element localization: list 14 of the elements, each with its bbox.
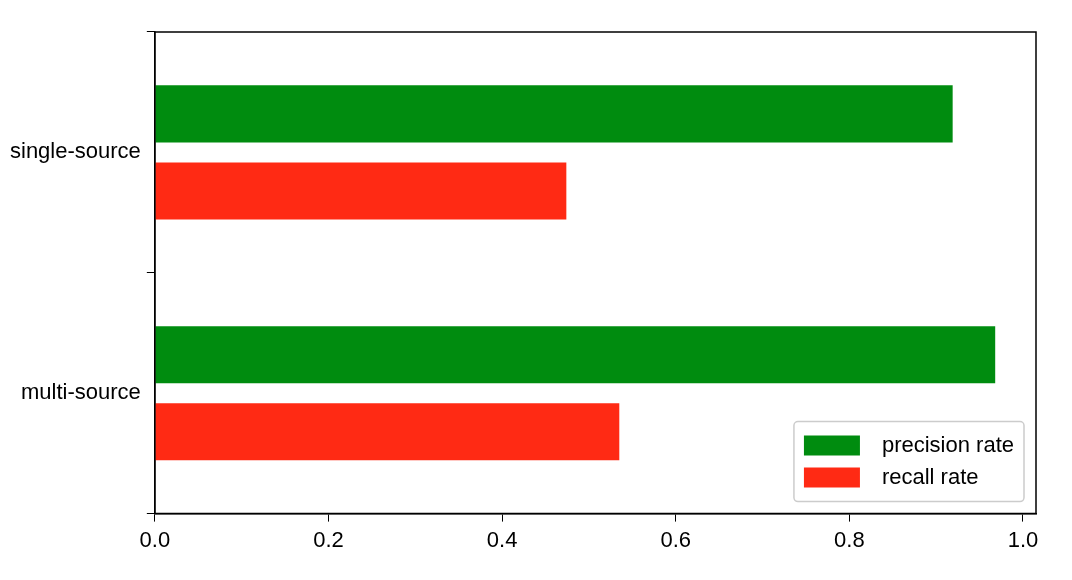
x-tick-label: 1.0 (1007, 526, 1039, 552)
y-tick-label: single-source (10, 138, 141, 164)
y-tick-label: multi-source (21, 379, 141, 405)
x-tick-label: 0.4 (486, 526, 518, 552)
bar (155, 162, 567, 220)
x-tick-label: 0.8 (834, 526, 865, 552)
bar (155, 403, 620, 461)
bar (155, 326, 996, 384)
x-tick-label: 0.2 (313, 526, 344, 552)
x-tick-label: 0.0 (139, 526, 171, 552)
legend-label: precision rate (881, 431, 1015, 457)
x-tick-label: 0.6 (660, 526, 692, 552)
bar (155, 85, 953, 143)
legend-label: recall rate (881, 463, 979, 489)
